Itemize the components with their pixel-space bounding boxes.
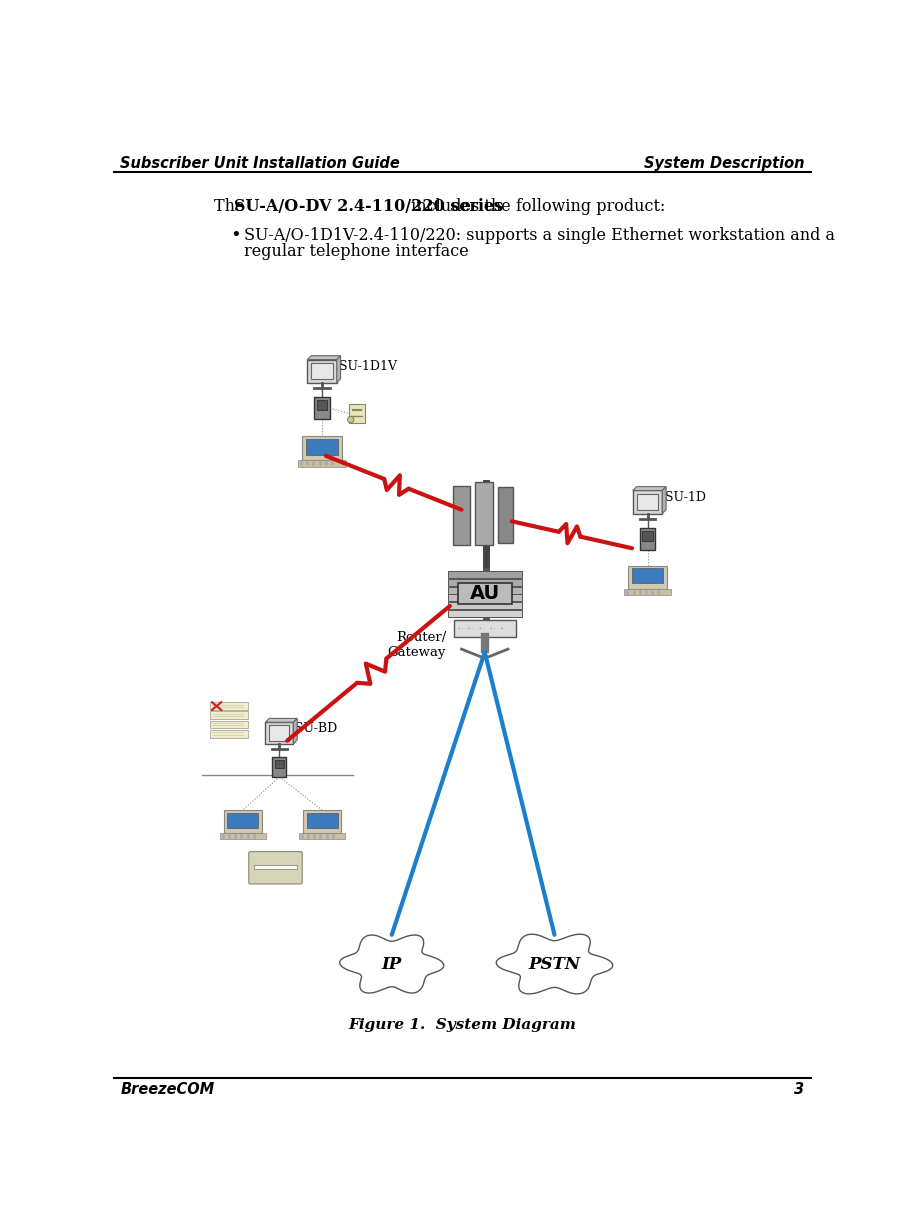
Polygon shape (265, 718, 297, 722)
FancyBboxPatch shape (628, 565, 667, 589)
FancyBboxPatch shape (448, 595, 521, 601)
FancyBboxPatch shape (299, 833, 345, 839)
Text: PSTN: PSTN (529, 956, 581, 972)
Polygon shape (496, 934, 612, 994)
FancyBboxPatch shape (633, 490, 662, 514)
FancyBboxPatch shape (209, 712, 248, 719)
Polygon shape (662, 487, 666, 514)
Text: IP: IP (382, 956, 402, 972)
FancyBboxPatch shape (275, 760, 284, 769)
FancyBboxPatch shape (311, 363, 333, 379)
FancyBboxPatch shape (454, 620, 516, 637)
Text: includes the following product:: includes the following product: (406, 198, 665, 214)
Polygon shape (340, 935, 444, 993)
Text: SU-BD: SU-BD (295, 722, 337, 736)
Text: SU-A/O-DV 2.4-110/220 series: SU-A/O-DV 2.4-110/220 series (234, 198, 502, 214)
FancyBboxPatch shape (624, 589, 671, 595)
Text: 3: 3 (794, 1082, 804, 1096)
FancyBboxPatch shape (448, 602, 521, 609)
FancyBboxPatch shape (249, 851, 302, 885)
FancyBboxPatch shape (227, 813, 259, 828)
Text: SU-A/O-1D1V-2.4-110/220: supports a single Ethernet workstation and a: SU-A/O-1D1V-2.4-110/220: supports a sing… (244, 227, 835, 244)
FancyBboxPatch shape (298, 461, 346, 467)
FancyBboxPatch shape (349, 404, 364, 423)
Text: Router/
Gateway: Router/ Gateway (388, 631, 446, 659)
FancyBboxPatch shape (209, 729, 248, 738)
FancyBboxPatch shape (474, 482, 493, 545)
Text: System Description: System Description (643, 155, 804, 170)
Text: Subscriber Unit Installation Guide: Subscriber Unit Installation Guide (121, 155, 400, 170)
FancyBboxPatch shape (314, 397, 330, 419)
FancyBboxPatch shape (303, 811, 341, 833)
FancyBboxPatch shape (307, 813, 337, 828)
Text: SU-1D: SU-1D (665, 492, 705, 504)
Text: The: The (214, 198, 249, 214)
FancyBboxPatch shape (498, 488, 513, 543)
FancyBboxPatch shape (265, 722, 293, 744)
Polygon shape (336, 356, 341, 383)
Text: Figure 1.  System Diagram: Figure 1. System Diagram (348, 1018, 576, 1032)
FancyBboxPatch shape (308, 360, 336, 383)
FancyBboxPatch shape (272, 756, 286, 777)
FancyBboxPatch shape (453, 485, 470, 545)
Text: •: • (231, 227, 242, 245)
FancyBboxPatch shape (209, 702, 248, 710)
FancyBboxPatch shape (220, 833, 266, 839)
Polygon shape (633, 487, 666, 490)
FancyBboxPatch shape (642, 531, 653, 541)
FancyBboxPatch shape (209, 721, 248, 728)
FancyBboxPatch shape (637, 494, 658, 510)
Text: SU-1D1V: SU-1D1V (339, 360, 397, 373)
FancyBboxPatch shape (306, 439, 338, 455)
FancyBboxPatch shape (254, 865, 297, 869)
FancyBboxPatch shape (448, 579, 521, 586)
FancyBboxPatch shape (270, 726, 290, 740)
FancyBboxPatch shape (302, 436, 342, 461)
FancyBboxPatch shape (448, 610, 521, 617)
FancyBboxPatch shape (448, 586, 521, 594)
Polygon shape (293, 718, 297, 744)
Circle shape (347, 416, 354, 423)
FancyBboxPatch shape (632, 568, 663, 584)
FancyBboxPatch shape (457, 583, 511, 605)
Text: AU: AU (470, 584, 500, 604)
FancyBboxPatch shape (448, 572, 521, 578)
Polygon shape (308, 356, 341, 360)
FancyBboxPatch shape (224, 811, 262, 833)
FancyBboxPatch shape (317, 400, 327, 409)
FancyBboxPatch shape (640, 529, 655, 549)
Text: regular telephone interface: regular telephone interface (244, 243, 469, 260)
Text: BreezeCOM: BreezeCOM (121, 1082, 215, 1096)
